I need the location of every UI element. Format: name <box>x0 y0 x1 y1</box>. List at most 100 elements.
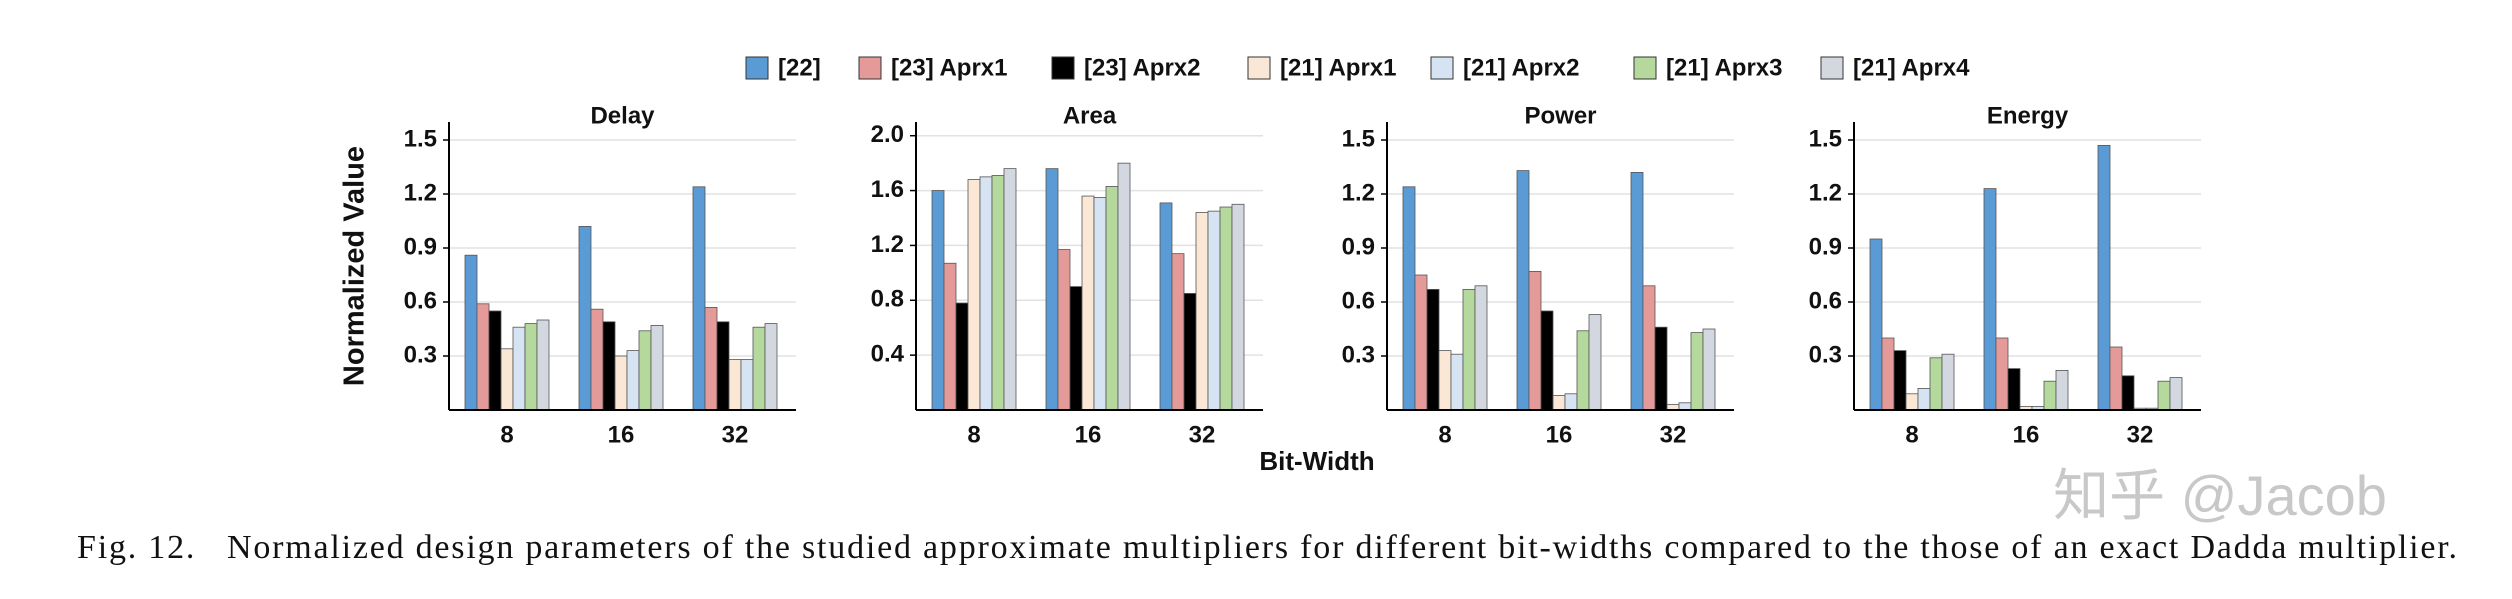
bar <box>1159 202 1173 411</box>
bar <box>2007 368 2021 411</box>
y-tick-label: 0.6 <box>1342 287 1375 314</box>
bar <box>1690 332 1704 411</box>
bar <box>1654 326 1668 411</box>
y-tick-label: 0.9 <box>1809 233 1842 260</box>
bar <box>1069 286 1083 411</box>
y-tick-label: 0.3 <box>1342 341 1375 368</box>
bar <box>1117 162 1131 411</box>
bar <box>716 321 730 411</box>
bar <box>1105 186 1119 411</box>
panel-title: Delay <box>590 102 655 129</box>
x-tick-label: 16 <box>1075 421 1102 448</box>
bar <box>1528 270 1542 411</box>
caption: Fig. 12. Normalized design parameters of… <box>77 529 2457 566</box>
bar <box>979 176 993 411</box>
bar <box>955 302 969 411</box>
bar <box>991 175 1005 411</box>
bar <box>1231 203 1245 411</box>
bar <box>943 262 957 411</box>
bar <box>2097 144 2111 411</box>
y-tick-label: 1.2 <box>1342 179 1375 206</box>
y-tick-label: 0.3 <box>1809 341 1842 368</box>
y-tick-label: 0.4 <box>871 340 905 367</box>
legend-swatch <box>1820 56 1844 80</box>
bar <box>1183 293 1197 411</box>
legend-swatch <box>1247 56 1271 80</box>
bar <box>1207 210 1221 411</box>
y-tick-label: 0.3 <box>404 341 437 368</box>
bar <box>1995 337 2009 411</box>
bar <box>1642 285 1656 411</box>
bar <box>578 225 592 411</box>
x-tick-label: 32 <box>2127 421 2154 448</box>
legend-label: [21] Aprx2 <box>1463 54 1579 81</box>
bar <box>2121 375 2135 411</box>
bar <box>1588 314 1602 411</box>
y-tick-label: 2.0 <box>871 121 904 148</box>
bar <box>536 319 550 411</box>
y-tick-label: 1.2 <box>1809 179 1842 206</box>
y-tick-label: 1.6 <box>871 176 904 203</box>
y-axis-label: Normalized Value <box>339 146 371 386</box>
bar <box>1564 393 1578 411</box>
bar <box>1057 249 1071 411</box>
bar <box>764 323 778 411</box>
bar <box>1474 285 1488 411</box>
bar <box>1917 387 1931 411</box>
y-tick-label: 1.5 <box>1809 125 1842 152</box>
legend-swatch <box>1430 56 1454 80</box>
bar <box>1438 350 1452 411</box>
x-tick-label: 32 <box>722 421 749 448</box>
bar <box>1983 188 1997 411</box>
bar <box>500 348 514 411</box>
bar <box>650 324 664 411</box>
bar <box>2169 377 2183 411</box>
x-tick-label: 16 <box>2013 421 2040 448</box>
legend-label: [23] Aprx2 <box>1084 54 1200 81</box>
bar <box>1869 238 1883 411</box>
bar <box>1516 170 1530 411</box>
bar <box>1414 274 1428 411</box>
bar <box>1003 168 1017 411</box>
x-tick-label: 8 <box>967 421 980 448</box>
legend-label: [22] <box>778 54 821 81</box>
bar <box>638 330 652 411</box>
legend-label: [23] Aprx1 <box>891 54 1007 81</box>
bar <box>1081 195 1095 411</box>
panel-title: Area <box>1063 102 1117 129</box>
bar <box>692 186 706 411</box>
y-tick-label: 0.6 <box>404 287 437 314</box>
x-tick-label: 32 <box>1189 421 1216 448</box>
y-tick-label: 1.5 <box>1342 125 1375 152</box>
bar <box>614 355 628 411</box>
bar <box>931 190 945 411</box>
bar <box>1678 402 1692 411</box>
bar <box>740 359 754 411</box>
x-tick-label: 32 <box>1660 421 1687 448</box>
bar <box>1450 353 1464 411</box>
bar <box>2043 380 2057 411</box>
bar <box>1905 393 1919 411</box>
legend-swatch <box>1051 56 1075 80</box>
panel-title: Power <box>1524 102 1596 129</box>
bar <box>1171 253 1185 411</box>
legend-swatch <box>745 56 769 80</box>
bar <box>2109 346 2123 411</box>
bar <box>602 321 616 411</box>
x-tick-label: 8 <box>1905 421 1918 448</box>
bar <box>1552 395 1566 411</box>
x-tick-label: 8 <box>500 421 513 448</box>
y-tick-label: 1.5 <box>404 125 437 152</box>
bar <box>1702 328 1716 411</box>
legend-label: [21] Aprx1 <box>1280 54 1396 81</box>
bar <box>524 323 538 411</box>
bar <box>1540 310 1554 411</box>
watermark: 知乎 @Jacob <box>2053 464 2387 527</box>
y-tick-label: 1.2 <box>404 179 437 206</box>
bar <box>464 254 478 411</box>
bar <box>488 310 502 411</box>
bar <box>1893 350 1907 411</box>
bar <box>1402 186 1416 411</box>
bar <box>1576 330 1590 411</box>
bar <box>1462 288 1476 411</box>
